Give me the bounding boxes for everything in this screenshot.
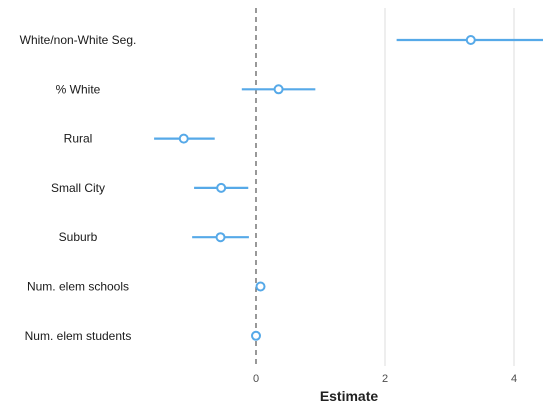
category-label-white-non-white-seg: White/non-White Seg. xyxy=(20,33,137,47)
category-label-white: % White xyxy=(56,82,101,96)
estimate-point-small-city xyxy=(216,182,227,193)
estimate-point-num-elem-students xyxy=(251,330,261,341)
estimate-point-white-non-white-seg xyxy=(465,35,476,45)
estimates xyxy=(154,35,543,341)
estimate-point-suburb xyxy=(215,232,226,243)
category-labels: White/non-White Seg. % White Rural Small Ci… xyxy=(20,33,137,343)
x-axis-ticks: 0 2 4 xyxy=(253,373,517,385)
x-tick-label-4: 4 xyxy=(511,373,517,385)
estimate-point-rural xyxy=(178,133,189,144)
category-label-small-city: Small City xyxy=(51,181,105,195)
category-label-num-elem-schools: Num. elem schools xyxy=(27,280,129,294)
x-tick-label-0: 0 xyxy=(253,373,259,385)
category-label-suburb: Suburb xyxy=(59,230,98,244)
estimate-point-white xyxy=(273,84,284,95)
x-tick-label-2: 2 xyxy=(382,373,388,385)
gridlines xyxy=(384,8,515,366)
category-label-rural: Rural xyxy=(64,132,93,146)
estimate-point-num-elem-schools xyxy=(255,281,266,292)
category-label-num-elem-students: Num. elem students xyxy=(25,329,132,343)
x-axis-title: Estimate xyxy=(320,388,379,404)
